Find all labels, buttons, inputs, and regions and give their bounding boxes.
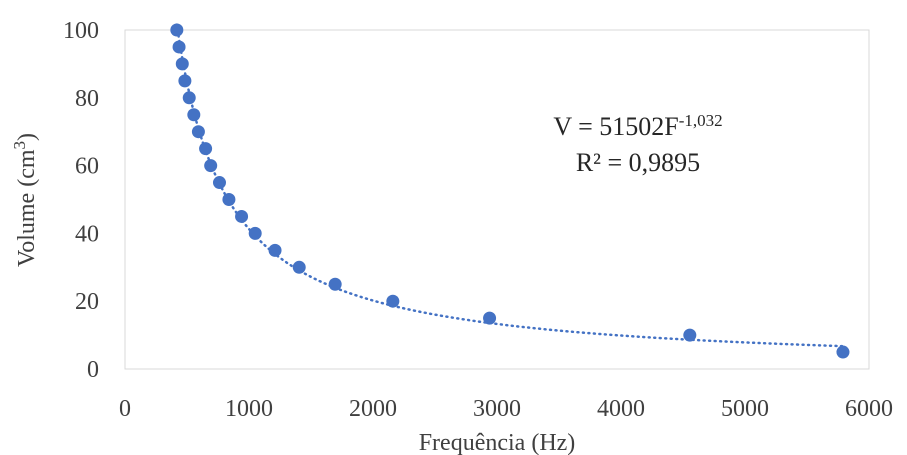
data-point xyxy=(178,74,192,88)
data-point xyxy=(836,345,850,359)
data-point xyxy=(328,277,342,291)
r-squared-label: R² = 0,9895 xyxy=(576,148,700,177)
y-tick-label: 20 xyxy=(75,289,99,315)
y-axis-title: Volume (cm3) xyxy=(10,133,41,267)
y-axis-title-text: Volume (cm xyxy=(14,149,40,267)
power-trendline xyxy=(175,23,845,348)
data-point xyxy=(386,294,400,308)
data-point xyxy=(182,91,196,105)
y-axis-title-sup: 3 xyxy=(10,141,29,150)
data-point xyxy=(199,142,213,156)
equation-main: V = 51502F xyxy=(553,112,678,141)
data-point xyxy=(292,260,306,274)
y-tick-label: 80 xyxy=(75,86,99,112)
data-point xyxy=(235,209,249,223)
x-tick-label: 5000 xyxy=(721,396,769,422)
x-tick-label: 6000 xyxy=(845,396,893,422)
data-point xyxy=(170,23,184,37)
data-point xyxy=(187,108,201,122)
data-point xyxy=(683,328,697,342)
x-axis-ticks: 0 1000 2000 3000 4000 5000 6000 xyxy=(119,396,893,422)
y-tick-label: 0 xyxy=(87,357,99,383)
y-tick-label: 60 xyxy=(75,154,99,180)
data-point xyxy=(483,311,497,325)
data-point xyxy=(268,243,282,257)
x-tick-label: 3000 xyxy=(473,396,521,422)
data-point xyxy=(204,159,218,173)
y-axis-title-close: ) xyxy=(14,133,40,141)
data-point xyxy=(212,176,226,190)
data-point xyxy=(248,226,262,240)
y-tick-label: 100 xyxy=(63,18,99,44)
x-tick-label: 4000 xyxy=(597,396,645,422)
data-point xyxy=(191,125,205,139)
y-tick-label: 40 xyxy=(75,221,99,247)
equation-label: V = 51502F-1,032 xyxy=(553,111,722,142)
y-axis-ticks: 0 20 40 60 80 100 xyxy=(63,18,99,383)
x-axis-title: Frequência (Hz) xyxy=(419,430,576,455)
data-points xyxy=(170,23,850,359)
x-tick-label: 1000 xyxy=(225,396,273,422)
equation-exponent: -1,032 xyxy=(679,111,723,130)
x-tick-label: 0 xyxy=(119,396,131,422)
data-point xyxy=(175,57,189,71)
plot-area-border xyxy=(124,29,870,370)
data-point xyxy=(172,40,186,54)
x-tick-label: 2000 xyxy=(349,396,397,422)
data-point xyxy=(222,193,236,206)
